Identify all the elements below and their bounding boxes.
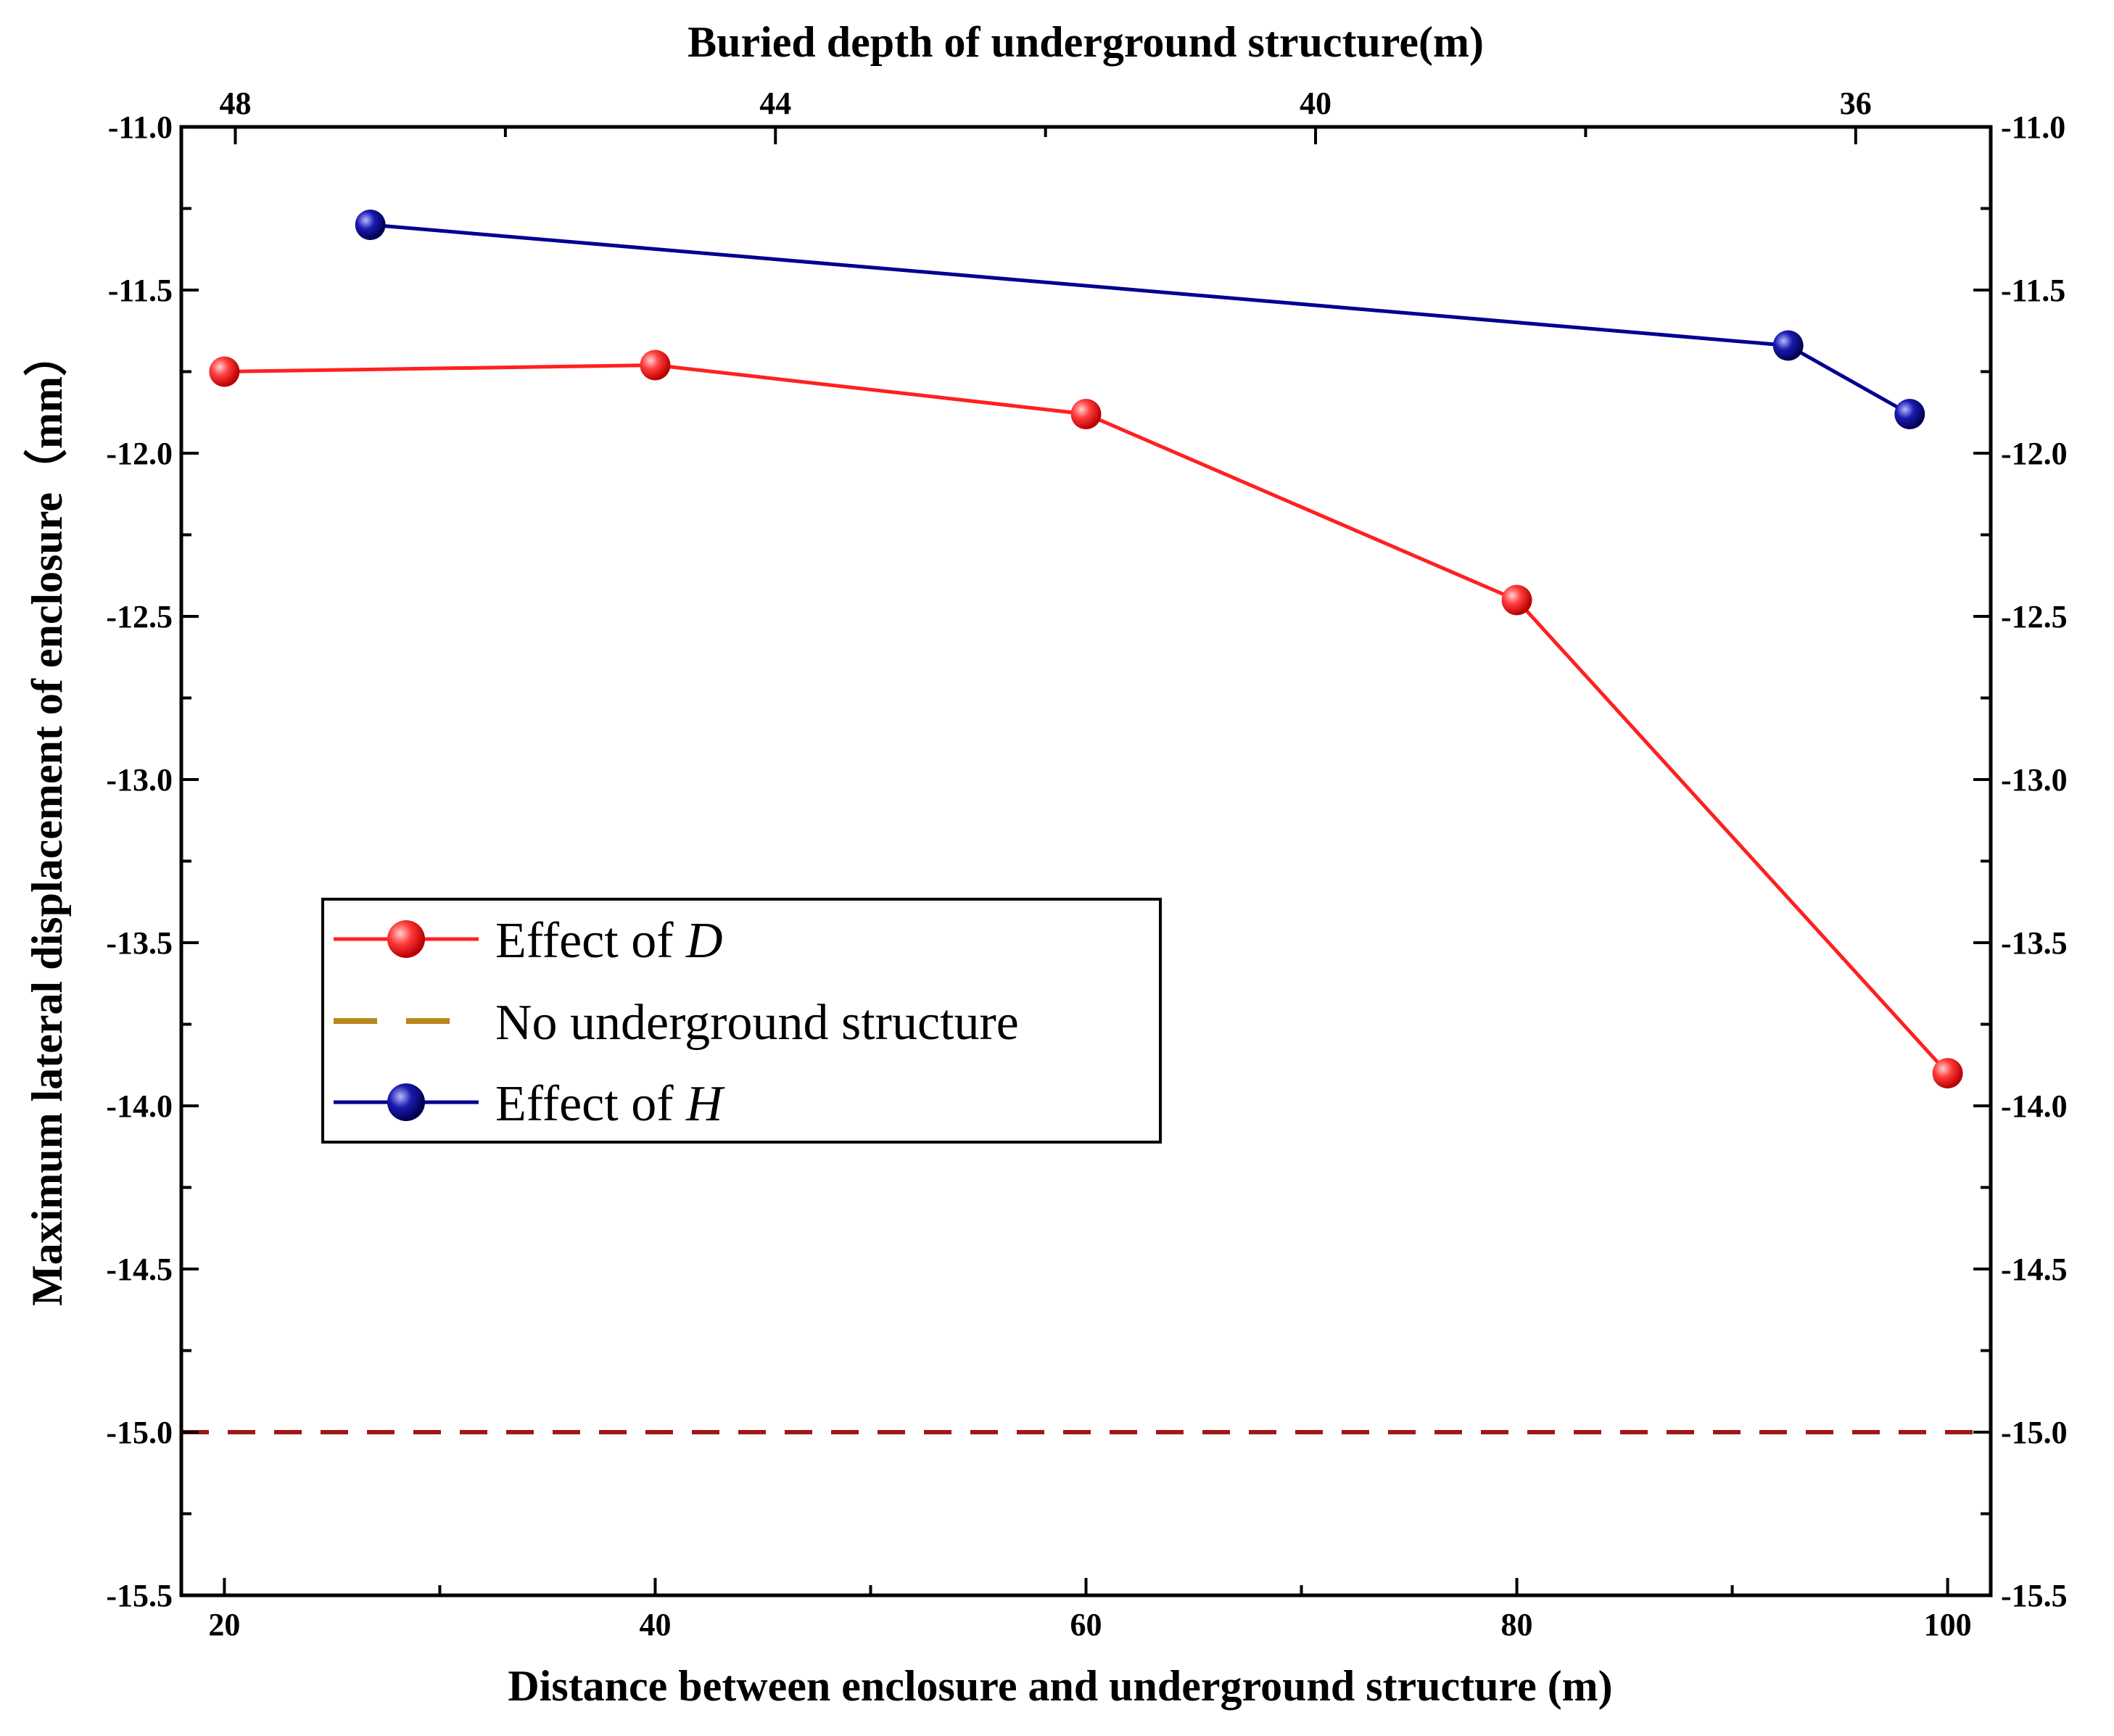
legend-label-d-italic: D (685, 913, 723, 969)
legend-label-h-prefix: Effect of (495, 1076, 686, 1132)
x-tick-label: 20 (208, 1607, 240, 1642)
data-point-effect-d (1070, 399, 1102, 429)
y-tick-label-left: -13.5 (106, 925, 173, 961)
y-tick-label-right: -11.0 (2001, 109, 2065, 145)
legend-label-h: Effect of H (495, 1076, 725, 1132)
series-layer (181, 210, 1991, 1434)
legend: Effect of D No underground structure Eff… (321, 898, 1162, 1144)
y-tick-label-right: -12.5 (2001, 599, 2068, 635)
y-tick-label-left: -14.0 (106, 1088, 173, 1124)
x2-tick-label: 40 (1300, 86, 1331, 121)
y-tick-label-left: -15.5 (106, 1578, 173, 1613)
y-axis-title: Maximum lateral displacement of enclosur… (22, 333, 71, 1306)
data-point-effect-d (1932, 1058, 1963, 1088)
data-point-effect-h (1772, 330, 1804, 361)
y-tick-label-right: -12.0 (2001, 436, 2068, 471)
x2-tick-label: 36 (1840, 86, 1872, 121)
data-point-effect-h (355, 210, 386, 240)
legend-label-h-italic: H (685, 1076, 725, 1132)
x-tick-label: 100 (1924, 1607, 1972, 1642)
y-tick-label-right: -15.5 (2001, 1578, 2068, 1613)
data-point-effect-d (209, 356, 240, 387)
axes: -11.0 -11.0 -11.5 -11.5 -12.0 -12.0 -12.5 -12.5… (106, 86, 2067, 1642)
y-tick-label-right: -14.5 (2001, 1252, 2068, 1287)
data-point-effect-d (640, 350, 671, 381)
y-tick-label-right: -15.0 (2001, 1415, 2068, 1450)
y-tick-label-right: -11.5 (2001, 273, 2065, 308)
x-tick-label: 80 (1501, 1607, 1533, 1642)
legend-label-d: Effect of D (495, 913, 723, 969)
x2-tick-label: 48 (219, 86, 251, 121)
y-tick-label-left: -12.0 (106, 436, 173, 471)
x-tick-label: 60 (1070, 1607, 1102, 1642)
data-point-effect-d (1501, 584, 1532, 616)
y-tick-label-left: -15.0 (106, 1415, 173, 1450)
y-tick-label-left: -13.0 (106, 762, 173, 798)
y-tick-label-right: -13.0 (2001, 762, 2068, 798)
legend-marker-d (387, 920, 425, 958)
y-tick-label-left: -11.5 (108, 273, 173, 308)
x-axis-title: Distance between enclosure and undergrou… (508, 1662, 1612, 1710)
axis-labels: Distance between enclosure and undergrou… (22, 18, 1613, 1710)
x-tick-label: 40 (639, 1607, 671, 1642)
legend-marker-h (387, 1083, 425, 1121)
plot-frame (179, 125, 1993, 1597)
data-point-effect-h (1894, 399, 1925, 429)
legend-label-d-prefix: Effect of (495, 913, 686, 969)
x2-tick-label: 44 (759, 86, 791, 121)
series-line-effect-h (370, 223, 1911, 416)
y-tick-label-right: -13.5 (2001, 925, 2068, 961)
y-tick-label-left: -12.5 (106, 599, 173, 635)
top-axis-title: Buried depth of underground structure(m) (688, 18, 1484, 66)
y-tick-label-left: -14.5 (106, 1252, 173, 1287)
y-tick-label-right: -14.0 (2001, 1088, 2068, 1124)
y-tick-label-left: -11.0 (108, 109, 173, 145)
legend-label-none: No underground structure (495, 995, 1019, 1051)
